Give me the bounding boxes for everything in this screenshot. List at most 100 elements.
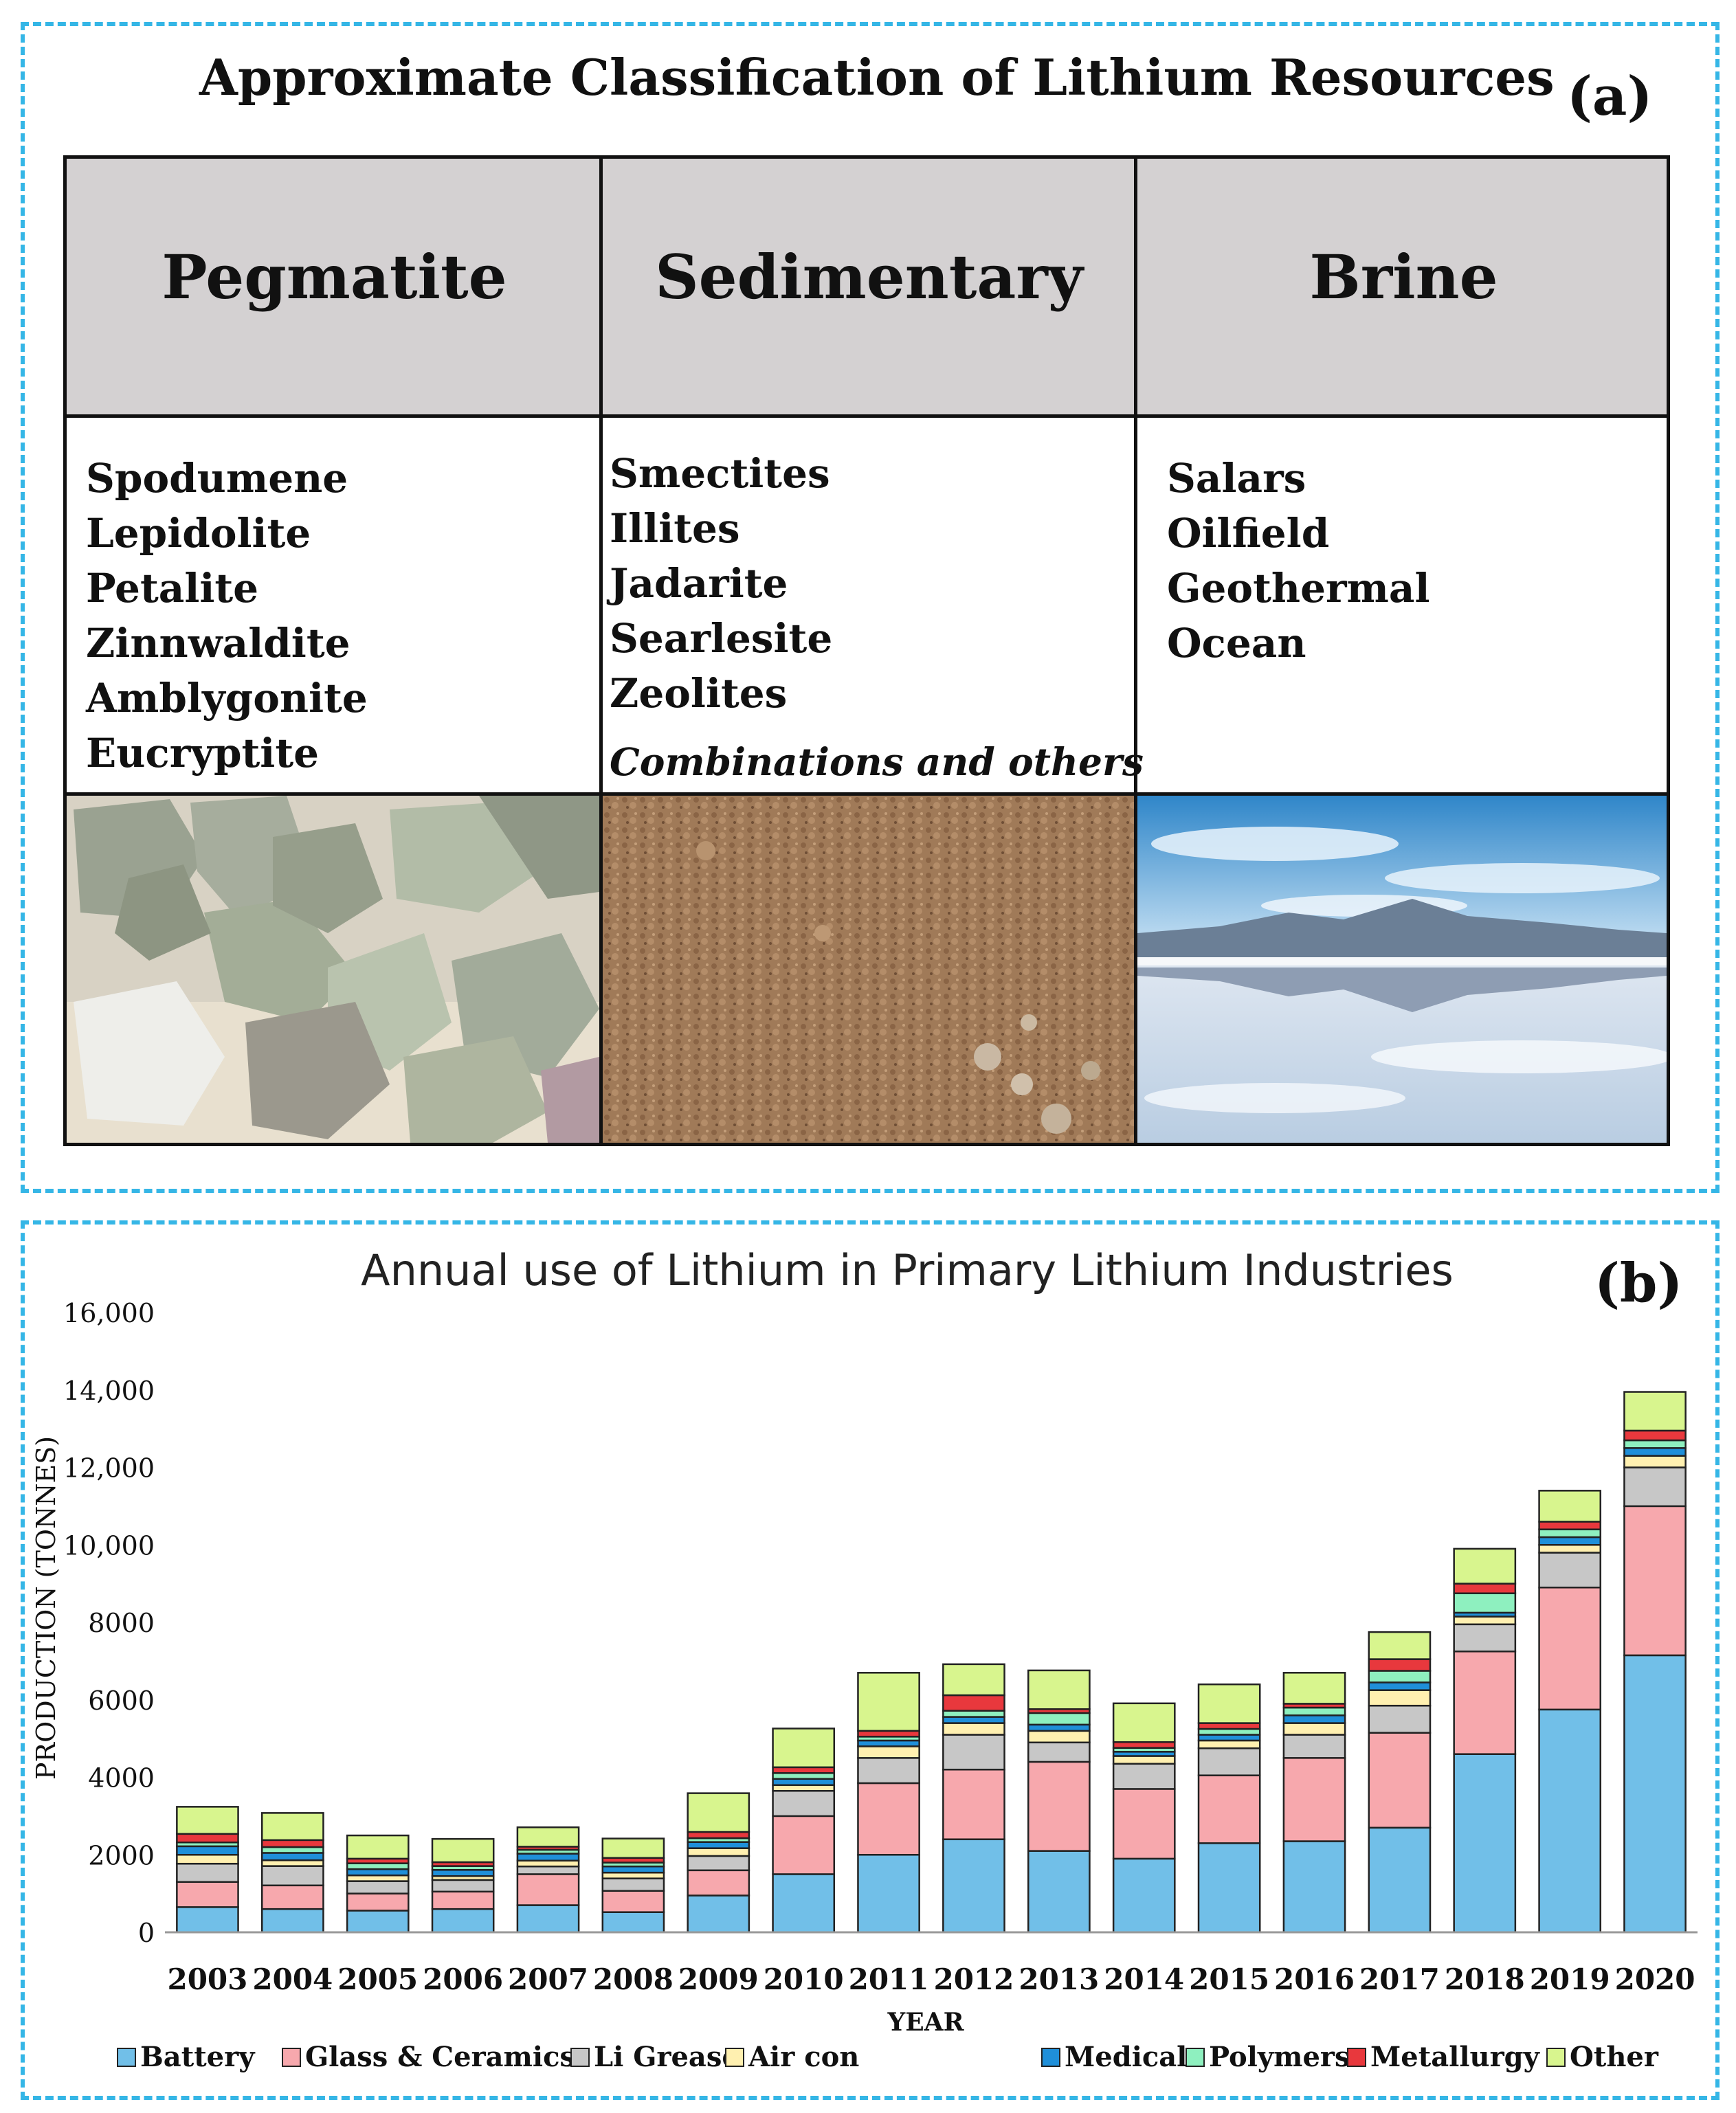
column-heading-sedimentary: Sedimentary	[655, 241, 1083, 313]
bar-segment-battery	[1368, 1826, 1432, 1934]
bar-segment-other	[1282, 1672, 1346, 1705]
bar-segment-metallurgy	[1453, 1583, 1517, 1594]
bar-segment-glass-ceramics	[1027, 1760, 1091, 1852]
bar-segment-polymers	[1197, 1728, 1261, 1736]
bar-segment-other	[1112, 1702, 1176, 1743]
bar-segment-medical	[1368, 1681, 1432, 1691]
bar-segment-polymers	[1282, 1706, 1346, 1717]
legend-swatch	[725, 2047, 744, 2067]
bar-segment-polymers	[1453, 1592, 1517, 1614]
bar-segment-li-grease	[857, 1757, 920, 1785]
bar-segment-medical	[346, 1868, 410, 1877]
legend-item: Medical	[1041, 2041, 1187, 2073]
legend-label: Battery	[140, 2041, 255, 2073]
legend-label: Polymers	[1209, 2041, 1350, 2073]
row-divider	[63, 792, 1670, 796]
bar-segment-other	[516, 1826, 580, 1848]
bar-segment-battery	[1027, 1850, 1091, 1934]
bar-segment-other	[1453, 1547, 1517, 1585]
bar-segment-air-con	[942, 1722, 1005, 1736]
y-tick-label: 14,000	[63, 1376, 155, 1406]
bar-segment-air-con	[687, 1847, 750, 1857]
x-tick-label: 2019	[1530, 1963, 1610, 1996]
bar-segment-li-grease	[1453, 1623, 1517, 1653]
bar-segment-metallurgy	[1368, 1658, 1432, 1672]
x-tick-label: 2005	[337, 1963, 418, 1996]
y-tick-label: 10,000	[63, 1530, 155, 1561]
bar-segment-glass-ceramics	[176, 1881, 239, 1908]
bar-segment-li-grease	[1197, 1747, 1261, 1776]
y-tick-label: 16,000	[63, 1298, 155, 1328]
pegmatite-photo	[67, 796, 599, 1143]
legend-item: Glass & Ceramics	[282, 2041, 575, 2073]
bar-segment-other	[1027, 1669, 1091, 1710]
x-tick-label: 2018	[1445, 1963, 1525, 1996]
brine-source-list: Salars Oilfield Geothermal Ocean	[1167, 451, 1430, 671]
x-tick-labels: 2003 2004 2005 2006 2007 2008 2009 2010 2011 2012…	[167, 1963, 1695, 1996]
bar-segment-glass-ceramics	[942, 1768, 1005, 1840]
legend-item: Polymers	[1186, 2041, 1350, 2073]
bar-segment-medical	[516, 1853, 580, 1862]
bar-segment-air-con	[1112, 1755, 1176, 1765]
bar-segment-other	[260, 1812, 324, 1842]
x-tick-label: 2010	[764, 1963, 844, 1996]
row-divider	[63, 414, 1670, 418]
bar-segment-glass-ceramics	[772, 1815, 836, 1875]
bar-segment-glass-ceramics	[346, 1892, 410, 1912]
bar-segment-li-grease	[260, 1865, 324, 1887]
legend-swatch	[1347, 2047, 1366, 2067]
legend-swatch	[570, 2047, 590, 2067]
bar-segment-polymers	[1623, 1439, 1687, 1449]
list-item: Zinnwaldite	[86, 620, 350, 667]
bar-segment-medical	[942, 1716, 1005, 1724]
bar-segment-air-con	[1368, 1689, 1432, 1707]
bar-segment-polymers	[1368, 1670, 1432, 1684]
list-item: Jadarite	[610, 560, 788, 607]
bar-segment-medical	[1623, 1447, 1687, 1457]
bar-segment-battery	[1453, 1753, 1517, 1934]
bar-segment-glass-ceramics	[260, 1884, 324, 1910]
bar-segment-battery	[1538, 1708, 1602, 1934]
sedimentary-note: Combinations and others	[610, 739, 1144, 784]
list-item: Oilfield	[1167, 510, 1330, 557]
bar-segment-glass-ceramics	[516, 1873, 580, 1906]
bar-segment-other	[1623, 1391, 1687, 1432]
list-item: Amblygonite	[86, 675, 368, 722]
bar-segment-medical	[772, 1778, 836, 1787]
bar-segment-air-con	[516, 1859, 580, 1868]
legend-swatch	[1041, 2047, 1060, 2067]
panel-a-tag: (a)	[1567, 65, 1653, 128]
bar-segment-polymers	[942, 1710, 1005, 1718]
bar-segment-glass-ceramics	[1368, 1732, 1432, 1829]
classification-title: Approximate Classification of Lithium Re…	[199, 48, 1555, 107]
bar-segment-li-grease	[772, 1789, 836, 1818]
bar-segment-li-grease	[1623, 1466, 1687, 1508]
bar-segment-li-grease	[1538, 1552, 1602, 1589]
bar-segment-polymers	[346, 1862, 410, 1870]
legend-item: Battery	[117, 2041, 254, 2073]
classification-table: Pegmatite Sedimentary Brine Spodumene Le…	[63, 155, 1670, 1146]
bar-segment-air-con	[601, 1871, 665, 1879]
bar-segment-metallurgy	[1623, 1429, 1687, 1442]
list-item: Geothermal	[1167, 565, 1430, 612]
bar-segment-glass-ceramics	[1282, 1757, 1346, 1842]
bar-segment-air-con	[346, 1874, 410, 1882]
bar-segment-glass-ceramics	[1112, 1788, 1176, 1860]
x-tick-label: 2004	[252, 1963, 333, 1996]
bar-segment-battery	[176, 1906, 239, 1934]
column-divider	[599, 155, 603, 1146]
table-header-band	[67, 159, 1667, 414]
bar-segment-air-con	[260, 1859, 324, 1867]
bar-segment-glass-ceramics	[1197, 1774, 1261, 1844]
bar-segment-battery	[346, 1910, 410, 1934]
panel-b-frame	[21, 1220, 1720, 2100]
bar-segment-other	[857, 1672, 920, 1732]
legend-swatch	[117, 2047, 136, 2067]
chart-legend: Battery Glass & Ceramics Li Grease Air con M…	[117, 2041, 1711, 2082]
list-item: Petalite	[86, 565, 259, 612]
bar-segment-medical	[431, 1868, 495, 1877]
bar-segment-air-con	[857, 1745, 920, 1759]
bar-segment-battery	[260, 1908, 324, 1934]
bar-segment-li-grease	[687, 1855, 750, 1872]
